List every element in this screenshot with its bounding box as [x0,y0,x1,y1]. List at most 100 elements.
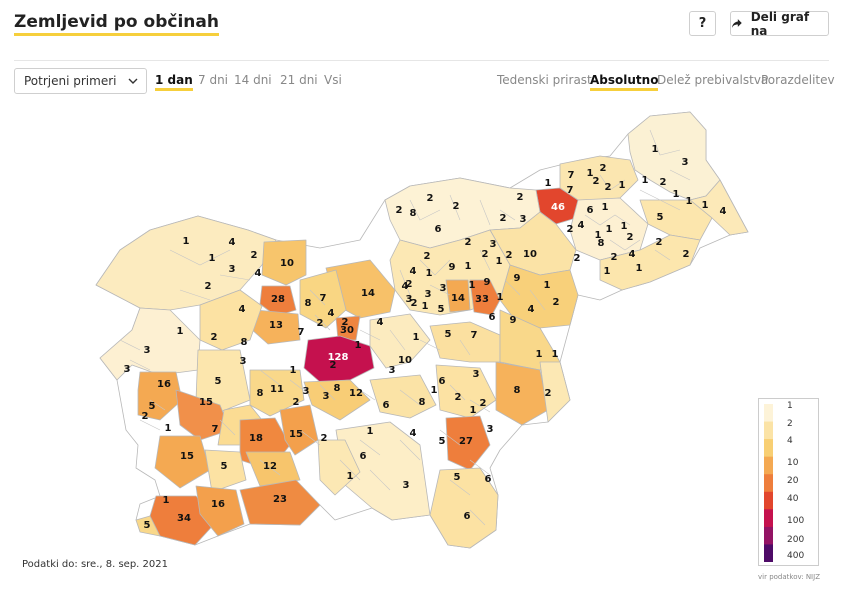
municipality-count-label: 1 [606,224,613,235]
legend-label: 10 [787,458,799,468]
help-button[interactable]: ? [689,11,716,36]
municipality-count-label: 4 [410,266,417,277]
municipality-count-label: 4 [720,206,727,217]
legend-color-scale [764,404,773,562]
municipality-count-label: 7 [298,327,305,338]
share-button[interactable]: Deli graf na [730,10,829,38]
municipality-count-label: 8 [305,298,312,309]
municipality-count-label: 1 [686,196,693,207]
tab-period-1-day[interactable]: 1 dan [155,73,193,91]
municipality-count-label: 8 [410,208,417,219]
legend-label: 2 [787,419,793,429]
municipality-count-label: 2 [656,237,663,248]
legend-band [764,491,773,510]
municipality-count-label: 5 [221,461,228,472]
municipality-count-label: 6 [435,224,442,235]
municipality-count-label: 2 [342,317,349,328]
municipality-count-label: 2 [142,411,149,422]
municipality-count-label: 1 [290,365,297,376]
municipality-count-label: 5 [144,520,151,531]
tab-period-21-days[interactable]: 21 dni [280,73,318,87]
region-krsko [495,361,549,426]
municipality-count-label: 10 [523,249,537,260]
municipality-count-label: 33 [475,294,489,305]
municipality-count-label: 3 [240,356,247,367]
municipality-count-label: 1 [209,253,216,264]
metric-select[interactable]: Potrjeni primeri [14,68,147,94]
chevron-down-icon [128,78,138,84]
municipality-count-label: 27 [459,436,473,447]
municipality-borders [119,129,691,526]
municipality-count-label: 3 [389,365,396,376]
tab-period-7-days[interactable]: 7 dni [198,73,229,87]
municipality-count-label: 2 [251,250,258,261]
municipality-count-label: 2 [611,252,618,263]
region-domzale [335,315,361,341]
municipality-count-label: 1 [619,180,626,191]
municipality-count-label: 7 [320,293,327,304]
region-ribnica [317,439,361,496]
municipality-count-label: 4 [528,304,535,315]
municipality-count-label: 3 [323,391,330,402]
region-piran [135,515,161,537]
municipality-count-label: 7 [567,185,574,196]
municipality-count-label: 8 [334,383,341,394]
legend-band [764,421,773,440]
municipality-count-label: 9 [514,273,521,284]
tab-view-absolute[interactable]: Absolutno [590,73,659,91]
municipality-count-label: 4 [328,308,335,319]
municipality-count-label: 1 [602,202,609,213]
municipality-count-label: 9 [484,277,491,288]
tab-period-14-days[interactable]: 14 dni [234,73,272,87]
region-vrhnika [249,369,305,417]
municipality-count-label: 2 [211,332,218,343]
municipality-count-label: 15 [289,429,303,440]
tab-period-all[interactable]: Vsi [324,73,342,87]
tab-view-population-share[interactable]: Delež prebivalstva [657,73,769,87]
municipality-count-label: 1 [469,280,476,291]
region-slov-bistrica [499,264,579,329]
municipality-count-label: 7 [471,330,478,341]
region-grosuplje [303,379,371,421]
help-label: ? [698,16,707,31]
municipality-count-label: 2 [605,182,612,193]
municipality-count-label: 4 [578,220,585,231]
municipality-count-label: 1 [496,256,503,267]
municipality-count-label: 1 [163,495,170,506]
region-divaca [204,449,247,493]
municipality-count-label: 5 [657,212,664,223]
municipality-count-label: 1 [470,405,477,416]
municipality-count-label: 2 [600,163,607,174]
tab-view-weekly-growth[interactable]: Tedenski prirast [497,73,592,87]
municipality-count-label: 12 [349,388,363,399]
municipality-count-label: 15 [180,451,194,462]
legend-band [764,509,773,528]
region-idrija [195,349,251,413]
share-arrow-icon [731,18,742,28]
legend-label: 40 [787,494,799,504]
municipality-count-label: 15 [199,397,213,408]
municipality-count-label: 128 [328,352,349,363]
municipality-count-label: 1 [536,349,543,360]
tab-view-distribution[interactable]: Porazdelitev [761,73,835,87]
municipality-count-label: 3 [403,480,410,491]
municipality-count-label: 2 [427,193,434,204]
municipality-count-label: 8 [241,337,248,348]
region-trebnje [435,364,497,419]
municipality-count-label: 3 [490,239,497,250]
municipality-count-label: 34 [177,513,191,524]
municipality-count-label: 16 [211,499,225,510]
legend-label: 100 [787,516,805,526]
municipality-count-label: 3 [473,369,480,380]
page-title: Zemljevid po občinah [14,12,219,36]
municipality-count-label: 2 [480,398,487,409]
municipality-count-label: 2 [321,433,328,444]
municipality-count-label: 10 [398,355,412,366]
region-ajdovscina [175,389,231,441]
municipality-count-label: 16 [157,379,171,390]
data-date: Podatki do: sre., 8. sep. 2021 [22,559,168,570]
municipality-count-label: 2 [517,192,524,203]
municipality-count-label: 5 [439,436,446,447]
municipality-count-label: 11 [270,384,284,395]
